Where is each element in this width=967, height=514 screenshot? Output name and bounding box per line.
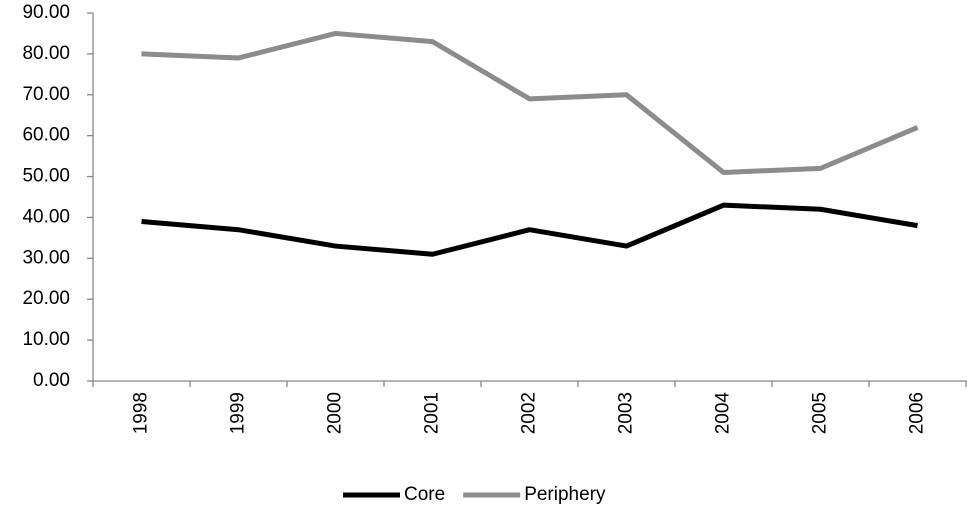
y-tick-label: 80.00	[22, 43, 70, 64]
x-tick-label: 2005	[810, 392, 831, 434]
x-tick-label: 2004	[713, 392, 734, 435]
y-tick-label: 90.00	[22, 2, 70, 23]
x-tick-label: 2006	[907, 392, 928, 434]
y-tick-label: 60.00	[22, 125, 70, 146]
series-line	[141, 30, 919, 175]
y-tick-label: 10.00	[22, 329, 70, 350]
x-tick-label: 2000	[325, 392, 346, 434]
legend-label: Core	[404, 484, 445, 505]
series-line	[141, 202, 918, 257]
y-tick-label: 40.00	[22, 206, 70, 227]
x-tick-label: 1998	[131, 392, 152, 434]
legend-label: Periphery	[524, 484, 606, 505]
y-tick-label: 50.00	[22, 166, 70, 187]
y-tick-label: 20.00	[22, 288, 70, 309]
y-tick-label: 70.00	[22, 84, 70, 105]
y-tick-label: 30.00	[22, 247, 70, 268]
x-tick-label: 2003	[616, 392, 637, 434]
x-tick-label: 1999	[228, 392, 249, 434]
x-tick-label: 2002	[519, 392, 540, 434]
x-tick-label: 2001	[422, 392, 443, 434]
y-tick-label: 0.00	[33, 370, 70, 391]
